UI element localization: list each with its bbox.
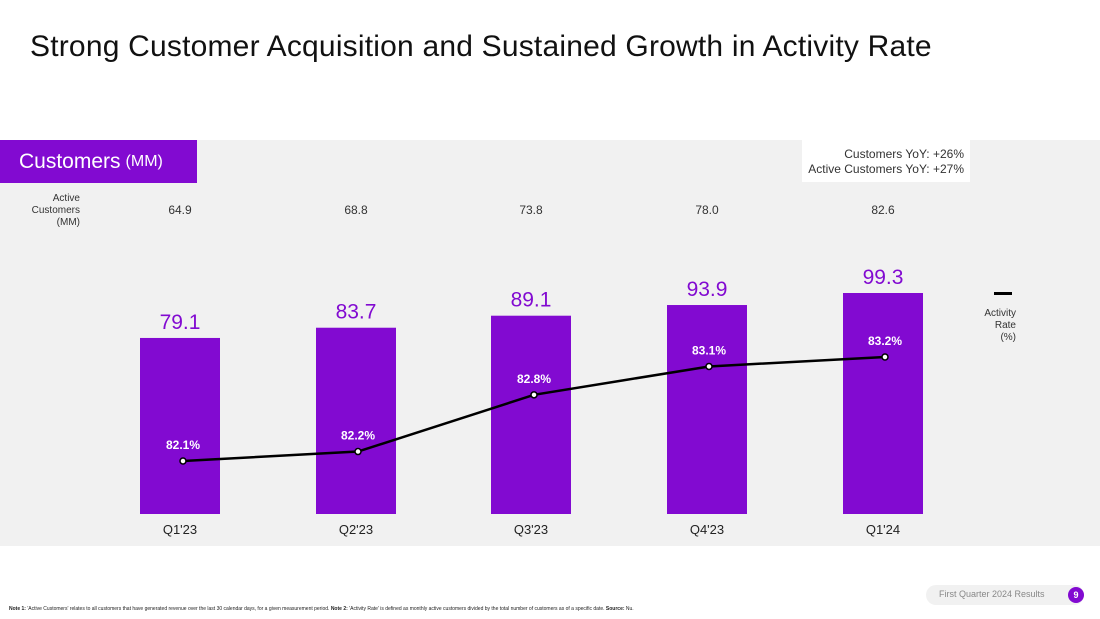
activity-rate-point-4: [881, 353, 889, 361]
activity-legend-line1: Activity: [984, 308, 1016, 319]
active-label-line2: Customers: [31, 205, 80, 216]
yoy-active-customers: Active Customers YoY: +27%: [808, 162, 964, 176]
active-customers-label-0: 64.9: [168, 203, 192, 217]
bar-value-label-2: 89.1: [511, 289, 552, 312]
note2-text: 'Activity Rate' is defined as monthly ac…: [347, 606, 606, 612]
active-customers-label-3: 78.0: [695, 203, 719, 217]
note1-text: 'Active Customers' relates to all custom…: [25, 606, 331, 612]
x-tick-label-3: Q4'23: [690, 522, 724, 537]
bar-value-label-1: 83.7: [336, 301, 377, 324]
active-label-line1: Active: [52, 193, 80, 204]
bar-2: [491, 315, 571, 514]
x-tick-label-2: Q3'23: [514, 522, 548, 537]
yoy-customers: Customers YoY: +26%: [844, 147, 964, 161]
footer-badge: [926, 585, 1084, 605]
activity-rate-label-4: 83.2%: [868, 334, 902, 348]
bar-value-label-3: 93.9: [687, 278, 728, 301]
activity-rate-label-0: 82.1%: [166, 438, 200, 452]
x-tick-label-1: Q2'23: [339, 522, 373, 537]
bar-4: [843, 293, 923, 514]
activity-legend-line2: Rate: [994, 320, 1016, 331]
note1-label: Note 1:: [9, 606, 26, 612]
customers-tag-unit: (MM): [125, 152, 163, 170]
bar-1: [316, 327, 396, 514]
active-customers-row-label: Active Customers (MM): [20, 193, 80, 229]
activity-rate-label-3: 83.1%: [692, 343, 726, 357]
activity-rate-point-1: [354, 447, 362, 456]
page-title: Strong Customer Acquisition and Sustaine…: [30, 30, 932, 63]
bar-value-label-0: 79.1: [160, 311, 201, 334]
source-text: Nu.: [624, 606, 634, 612]
activity-rate-point-3: [705, 362, 713, 371]
yoy-box: Customers YoY: +26% Active Customers YoY…: [802, 140, 970, 182]
bar-0: [140, 337, 220, 514]
active-customers-label-1: 68.8: [344, 203, 368, 217]
customers-tag: Customers (MM): [0, 140, 197, 183]
x-tick-label-4: Q1'24: [866, 522, 900, 537]
footer-report-title: First Quarter 2024 Results: [939, 589, 1045, 599]
activity-rate-point-2: [530, 391, 538, 399]
line-legend-swatch: [994, 292, 1012, 295]
active-customers-label-4: 82.6: [871, 203, 895, 217]
activity-rate-label-2: 82.8%: [517, 372, 551, 386]
note2-label: Note 2:: [330, 606, 348, 612]
activity-rate-label-1: 82.2%: [341, 429, 375, 443]
active-customers-label-2: 73.8: [519, 203, 543, 217]
activity-rate-legend: Activity Rate (%): [966, 292, 1016, 344]
bar-3: [667, 305, 747, 514]
active-label-line3: (MM): [56, 217, 80, 228]
bar-value-label-4: 99.3: [863, 266, 904, 289]
x-tick-label-0: Q1'23: [163, 522, 197, 537]
activity-rate-point-0: [179, 457, 187, 465]
customers-tag-label: Customers: [19, 149, 121, 173]
footnote: Note 1: 'Active Customers' relates to al…: [9, 606, 634, 612]
source-label: Source:: [605, 606, 625, 612]
activity-legend-line3: (%): [1000, 332, 1016, 343]
page-number: 9: [1068, 587, 1084, 603]
